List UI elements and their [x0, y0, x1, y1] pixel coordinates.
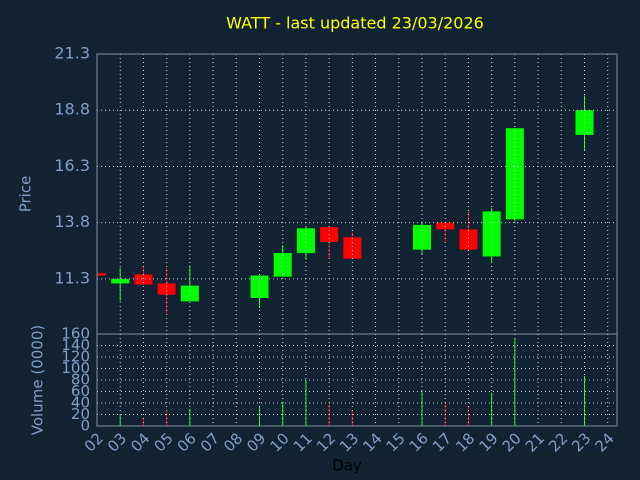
y-tick-label: 80 [71, 371, 90, 389]
candle-body [134, 274, 153, 285]
candle-body [296, 228, 315, 254]
candle-body [111, 278, 130, 284]
candle-body [180, 285, 199, 302]
candle-body [459, 229, 478, 250]
y-tick-label: 20 [71, 405, 90, 423]
y-tick-label: 40 [71, 394, 90, 412]
x-axis-label: Day [332, 457, 362, 475]
y-tick-label: 16.3 [54, 156, 90, 175]
price-plot [97, 95, 594, 314]
candle-body [157, 283, 176, 295]
y-tick-label: 13.8 [54, 212, 90, 231]
candle-body [343, 237, 362, 259]
y-tick-label: 0 [80, 417, 90, 435]
y-tick-label: 60 [71, 382, 90, 400]
y-tick-label: 100 [61, 359, 90, 377]
y-tick-label: 120 [61, 348, 90, 366]
candle-body [97, 273, 106, 276]
y-tick-label: 11.3 [54, 268, 90, 287]
candle-body [413, 224, 431, 250]
y-axis-label: Price [17, 176, 35, 213]
y-tick-label: 21.3 [54, 44, 90, 63]
y-tick-label: 140 [61, 336, 90, 354]
y-tick-label: 18.8 [54, 100, 90, 119]
candle-body [273, 253, 292, 277]
y-tick-label: 160 [61, 325, 90, 343]
candle-body [482, 211, 501, 257]
chart-title: WATT - last updated 23/03/2026 [226, 14, 484, 33]
panel-frame [96, 333, 618, 427]
y-axis-label: Volume (0000) [29, 325, 47, 435]
candle-body [505, 128, 524, 220]
